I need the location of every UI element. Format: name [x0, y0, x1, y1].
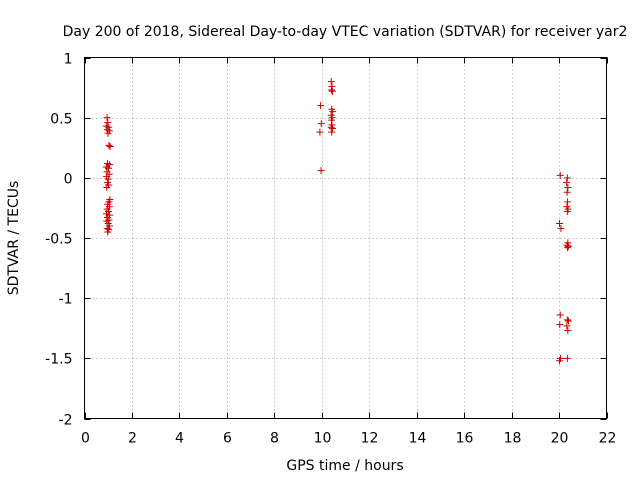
x-tick-label: 22 — [599, 431, 617, 447]
x-axis-label: GPS time / hours — [286, 458, 403, 474]
data-point — [104, 118, 112, 126]
data-point — [104, 228, 112, 236]
data-point — [564, 244, 572, 252]
data-point — [328, 87, 336, 95]
data-point — [564, 198, 572, 206]
data-point — [106, 143, 114, 151]
x-tick-label: 10 — [314, 431, 332, 447]
data-point — [556, 357, 564, 365]
data-points — [102, 78, 573, 365]
y-tick-label: 0.5 — [50, 112, 72, 128]
x-tick-label: 14 — [409, 431, 427, 447]
y-tick-label: 0 — [64, 172, 73, 188]
data-point — [556, 220, 564, 228]
data-point — [563, 316, 571, 324]
data-point — [327, 78, 335, 86]
x-tick-label: 20 — [551, 431, 569, 447]
data-point — [564, 183, 572, 191]
data-point — [564, 327, 572, 335]
data-point — [328, 128, 336, 136]
data-point — [328, 124, 336, 132]
y-axis-label: SDTVAR / TECUs — [6, 181, 22, 296]
data-point — [105, 141, 113, 149]
x-tick-label: 6 — [223, 431, 232, 447]
x-tick-labels: 0 2 4 6 8 10 12 14 16 18 20 22 — [81, 431, 616, 447]
x-tick-label: 16 — [456, 431, 474, 447]
x-tick-label: 4 — [175, 431, 184, 447]
axis-ticks — [84, 57, 608, 420]
data-point — [329, 108, 337, 116]
grid-lines — [84, 57, 607, 419]
data-point — [556, 321, 564, 329]
data-point — [563, 354, 571, 362]
chart-title: Day 200 of 2018, Sidereal Day-to-day VTE… — [63, 24, 628, 40]
y-tick-label: 1 — [64, 52, 73, 68]
data-point — [317, 167, 325, 175]
data-point — [556, 311, 564, 319]
x-tick-label: 18 — [504, 431, 522, 447]
data-point — [317, 120, 325, 128]
y-tick-label: -1.5 — [45, 352, 72, 368]
data-point — [103, 183, 111, 191]
x-tick-label: 12 — [361, 431, 379, 447]
data-point — [563, 174, 571, 182]
y-tick-label: -0.5 — [45, 232, 72, 248]
y-tick-labels: -2 -1.5 -1 -0.5 0 0.5 1 — [45, 52, 72, 429]
data-point — [104, 164, 112, 172]
data-point — [563, 322, 571, 330]
data-point — [104, 175, 112, 183]
x-tick-label: 0 — [81, 431, 90, 447]
data-point — [103, 114, 111, 122]
plot-frame — [84, 57, 607, 419]
x-tick-label: 8 — [270, 431, 279, 447]
data-point — [328, 86, 336, 94]
y-tick-label: -1 — [59, 292, 73, 308]
data-point — [104, 129, 112, 137]
data-point — [556, 171, 564, 179]
data-point — [316, 128, 324, 136]
data-point — [102, 210, 110, 218]
data-point — [563, 208, 571, 216]
data-point — [557, 224, 565, 232]
data-point — [563, 179, 571, 187]
data-point — [317, 102, 325, 110]
y-tick-label: -2 — [59, 413, 73, 429]
data-point — [565, 317, 573, 325]
data-point — [563, 188, 571, 196]
data-point — [564, 242, 572, 250]
x-tick-label: 2 — [128, 431, 137, 447]
